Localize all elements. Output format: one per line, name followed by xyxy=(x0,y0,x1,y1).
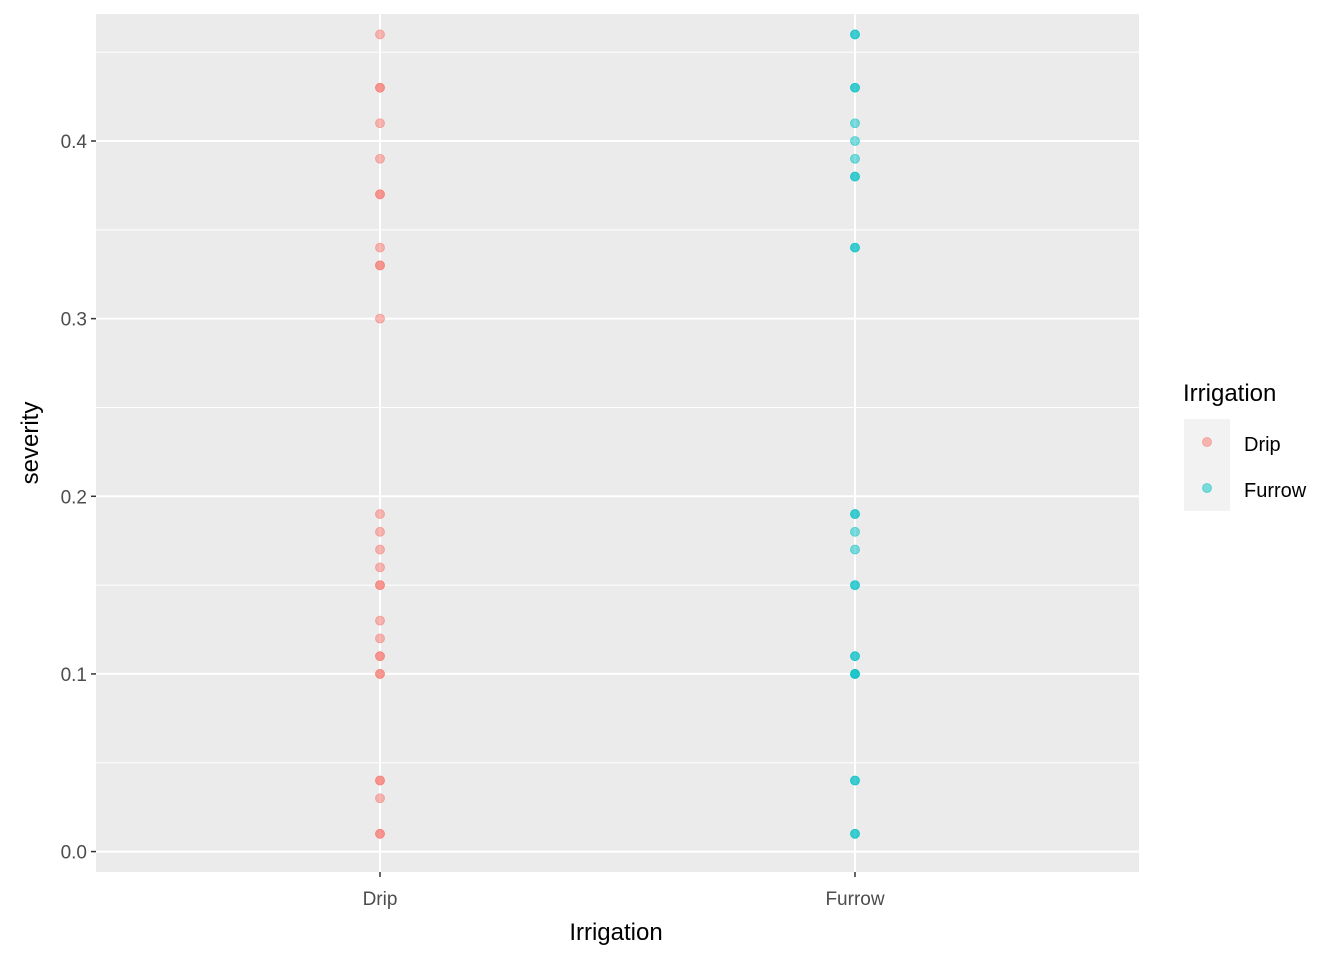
data-point-furrow xyxy=(850,136,860,146)
data-point-furrow xyxy=(850,526,860,537)
data-point-drip xyxy=(375,828,385,839)
data-point-drip xyxy=(375,615,385,626)
data-point-drip xyxy=(375,562,385,573)
data-point-furrow xyxy=(850,153,860,164)
data-point-drip xyxy=(375,82,385,93)
legend: Irrigation Drip Furrow xyxy=(1183,380,1307,511)
plot-panel xyxy=(96,14,1139,872)
data-point-drip xyxy=(375,118,385,129)
data-point-drip xyxy=(375,793,385,804)
data-point-furrow xyxy=(850,82,860,93)
data-point-drip xyxy=(375,526,385,537)
x-tick-label: Drip xyxy=(363,889,398,910)
data-point-drip xyxy=(375,509,385,519)
y-axis-title: severity xyxy=(17,402,44,485)
y-axis: 0.0 0.1 0.2 0.3 0.4 xyxy=(61,132,96,864)
data-point-furrow xyxy=(850,509,860,519)
x-axis-title: Irrigation xyxy=(569,919,662,946)
data-points xyxy=(375,29,860,839)
data-point-furrow xyxy=(850,544,860,555)
data-point-drip xyxy=(375,651,385,662)
minor-gridlines xyxy=(96,51,1139,764)
x-axis: Drip Furrow xyxy=(363,872,885,910)
data-point-furrow xyxy=(850,651,860,662)
data-point-furrow xyxy=(850,669,860,679)
y-tick-label: 0.1 xyxy=(61,665,87,686)
data-point-drip xyxy=(375,189,385,200)
legend-label-furrow: Furrow xyxy=(1244,480,1307,502)
y-tick-label: 0.4 xyxy=(61,132,88,153)
data-point-drip xyxy=(375,544,385,555)
data-point-furrow xyxy=(850,29,860,40)
x-tick-label: Furrow xyxy=(825,889,884,910)
data-point-drip xyxy=(375,29,385,40)
data-point-furrow xyxy=(850,118,860,129)
y-tick-label: 0.2 xyxy=(61,487,87,508)
data-point-furrow xyxy=(850,242,860,253)
data-point-furrow xyxy=(850,171,860,182)
data-point-furrow xyxy=(850,580,860,591)
y-tick-label: 0.3 xyxy=(61,310,87,331)
data-point-drip xyxy=(375,775,385,786)
legend-label-drip: Drip xyxy=(1244,434,1281,456)
data-point-drip xyxy=(375,260,385,271)
data-point-drip xyxy=(375,313,385,324)
data-point-furrow xyxy=(850,828,860,839)
data-point-drip xyxy=(375,242,385,253)
data-point-drip xyxy=(375,580,385,591)
legend-marker-drip xyxy=(1202,437,1212,447)
data-point-drip xyxy=(375,669,385,679)
data-point-drip xyxy=(375,633,385,644)
y-tick-label: 0.0 xyxy=(61,843,87,864)
legend-title: Irrigation xyxy=(1183,380,1276,407)
data-point-furrow xyxy=(850,775,860,786)
data-point-drip xyxy=(375,153,385,164)
legend-marker-furrow xyxy=(1202,483,1212,493)
